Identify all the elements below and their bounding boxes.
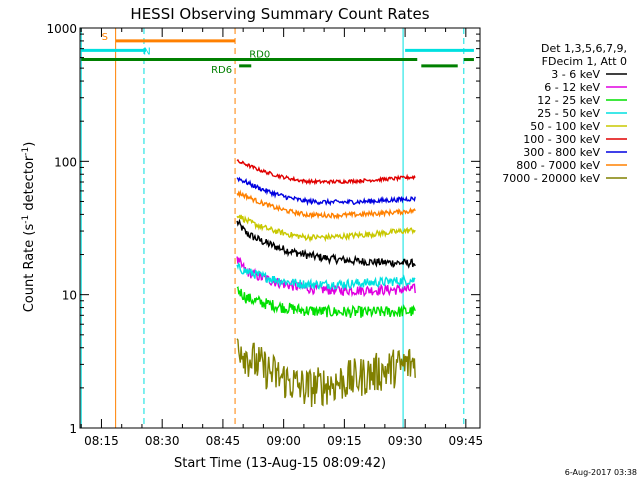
flag-label-1: S xyxy=(102,32,108,43)
series-line-9 xyxy=(236,338,416,408)
y-tick-label-2: 10 xyxy=(62,289,77,303)
series-line-7 xyxy=(236,176,416,207)
chart-title: HESSI Observing Summary Count Rates xyxy=(130,5,429,23)
series-line-3 xyxy=(236,286,416,318)
legend-label-9: 7000 - 20000 keV xyxy=(502,172,600,185)
y-tick-label-1: 1 xyxy=(69,422,77,436)
series-line-4 xyxy=(236,262,416,291)
footer-date: 6-Aug-2017 03:38 xyxy=(565,468,637,477)
x-tick-label-3: 08:45 xyxy=(206,434,241,448)
x-axis-label: Start Time (13-Aug-15 08:09:42) xyxy=(174,456,386,471)
flag-label-4: RD6 xyxy=(211,65,232,76)
legend-label-3: 12 - 25 keV xyxy=(537,94,600,107)
y-axis-label: Count Rate (s-1 detector-1) xyxy=(21,142,37,313)
legend-label-7: 300 - 800 keV xyxy=(523,146,600,159)
y-tick-label-4: 1000 xyxy=(46,22,77,36)
series-line-2 xyxy=(236,256,416,298)
legend-header-2: FDecim 1, Att 0 xyxy=(542,55,627,68)
series-line-8 xyxy=(236,189,416,220)
legend: Det 1,3,5,6,7,9, FDecim 1, Att 0 3 - 6 k… xyxy=(502,42,627,185)
x-tick-label-6: 09:30 xyxy=(388,434,423,448)
legend-label-2: 6 - 12 keV xyxy=(544,81,600,94)
plot-frame xyxy=(79,27,481,429)
legend-label-6: 100 - 300 keV xyxy=(523,133,600,146)
x-tick-label-2: 08:30 xyxy=(145,434,180,448)
legend-label-8: 800 - 7000 keV xyxy=(516,159,600,172)
x-tick-label-5: 09:15 xyxy=(327,434,362,448)
flag-label-3: RD0 xyxy=(249,50,270,61)
x-tick-label-7: 09:45 xyxy=(449,434,484,448)
series-line-6 xyxy=(236,158,416,186)
series-line-5 xyxy=(236,214,416,243)
series-line-1 xyxy=(236,218,416,269)
legend-label-1: 3 - 6 keV xyxy=(551,68,600,81)
x-tick-label-1: 08:15 xyxy=(84,434,119,448)
y-tick-label-3: 100 xyxy=(54,155,77,169)
legend-label-5: 50 - 100 keV xyxy=(530,120,600,133)
flag-label-2: N xyxy=(143,46,150,57)
legend-header-1: Det 1,3,5,6,7,9, xyxy=(541,42,627,55)
legend-label-4: 25 - 50 keV xyxy=(537,107,600,120)
x-tick-label-4: 09:00 xyxy=(266,434,301,448)
